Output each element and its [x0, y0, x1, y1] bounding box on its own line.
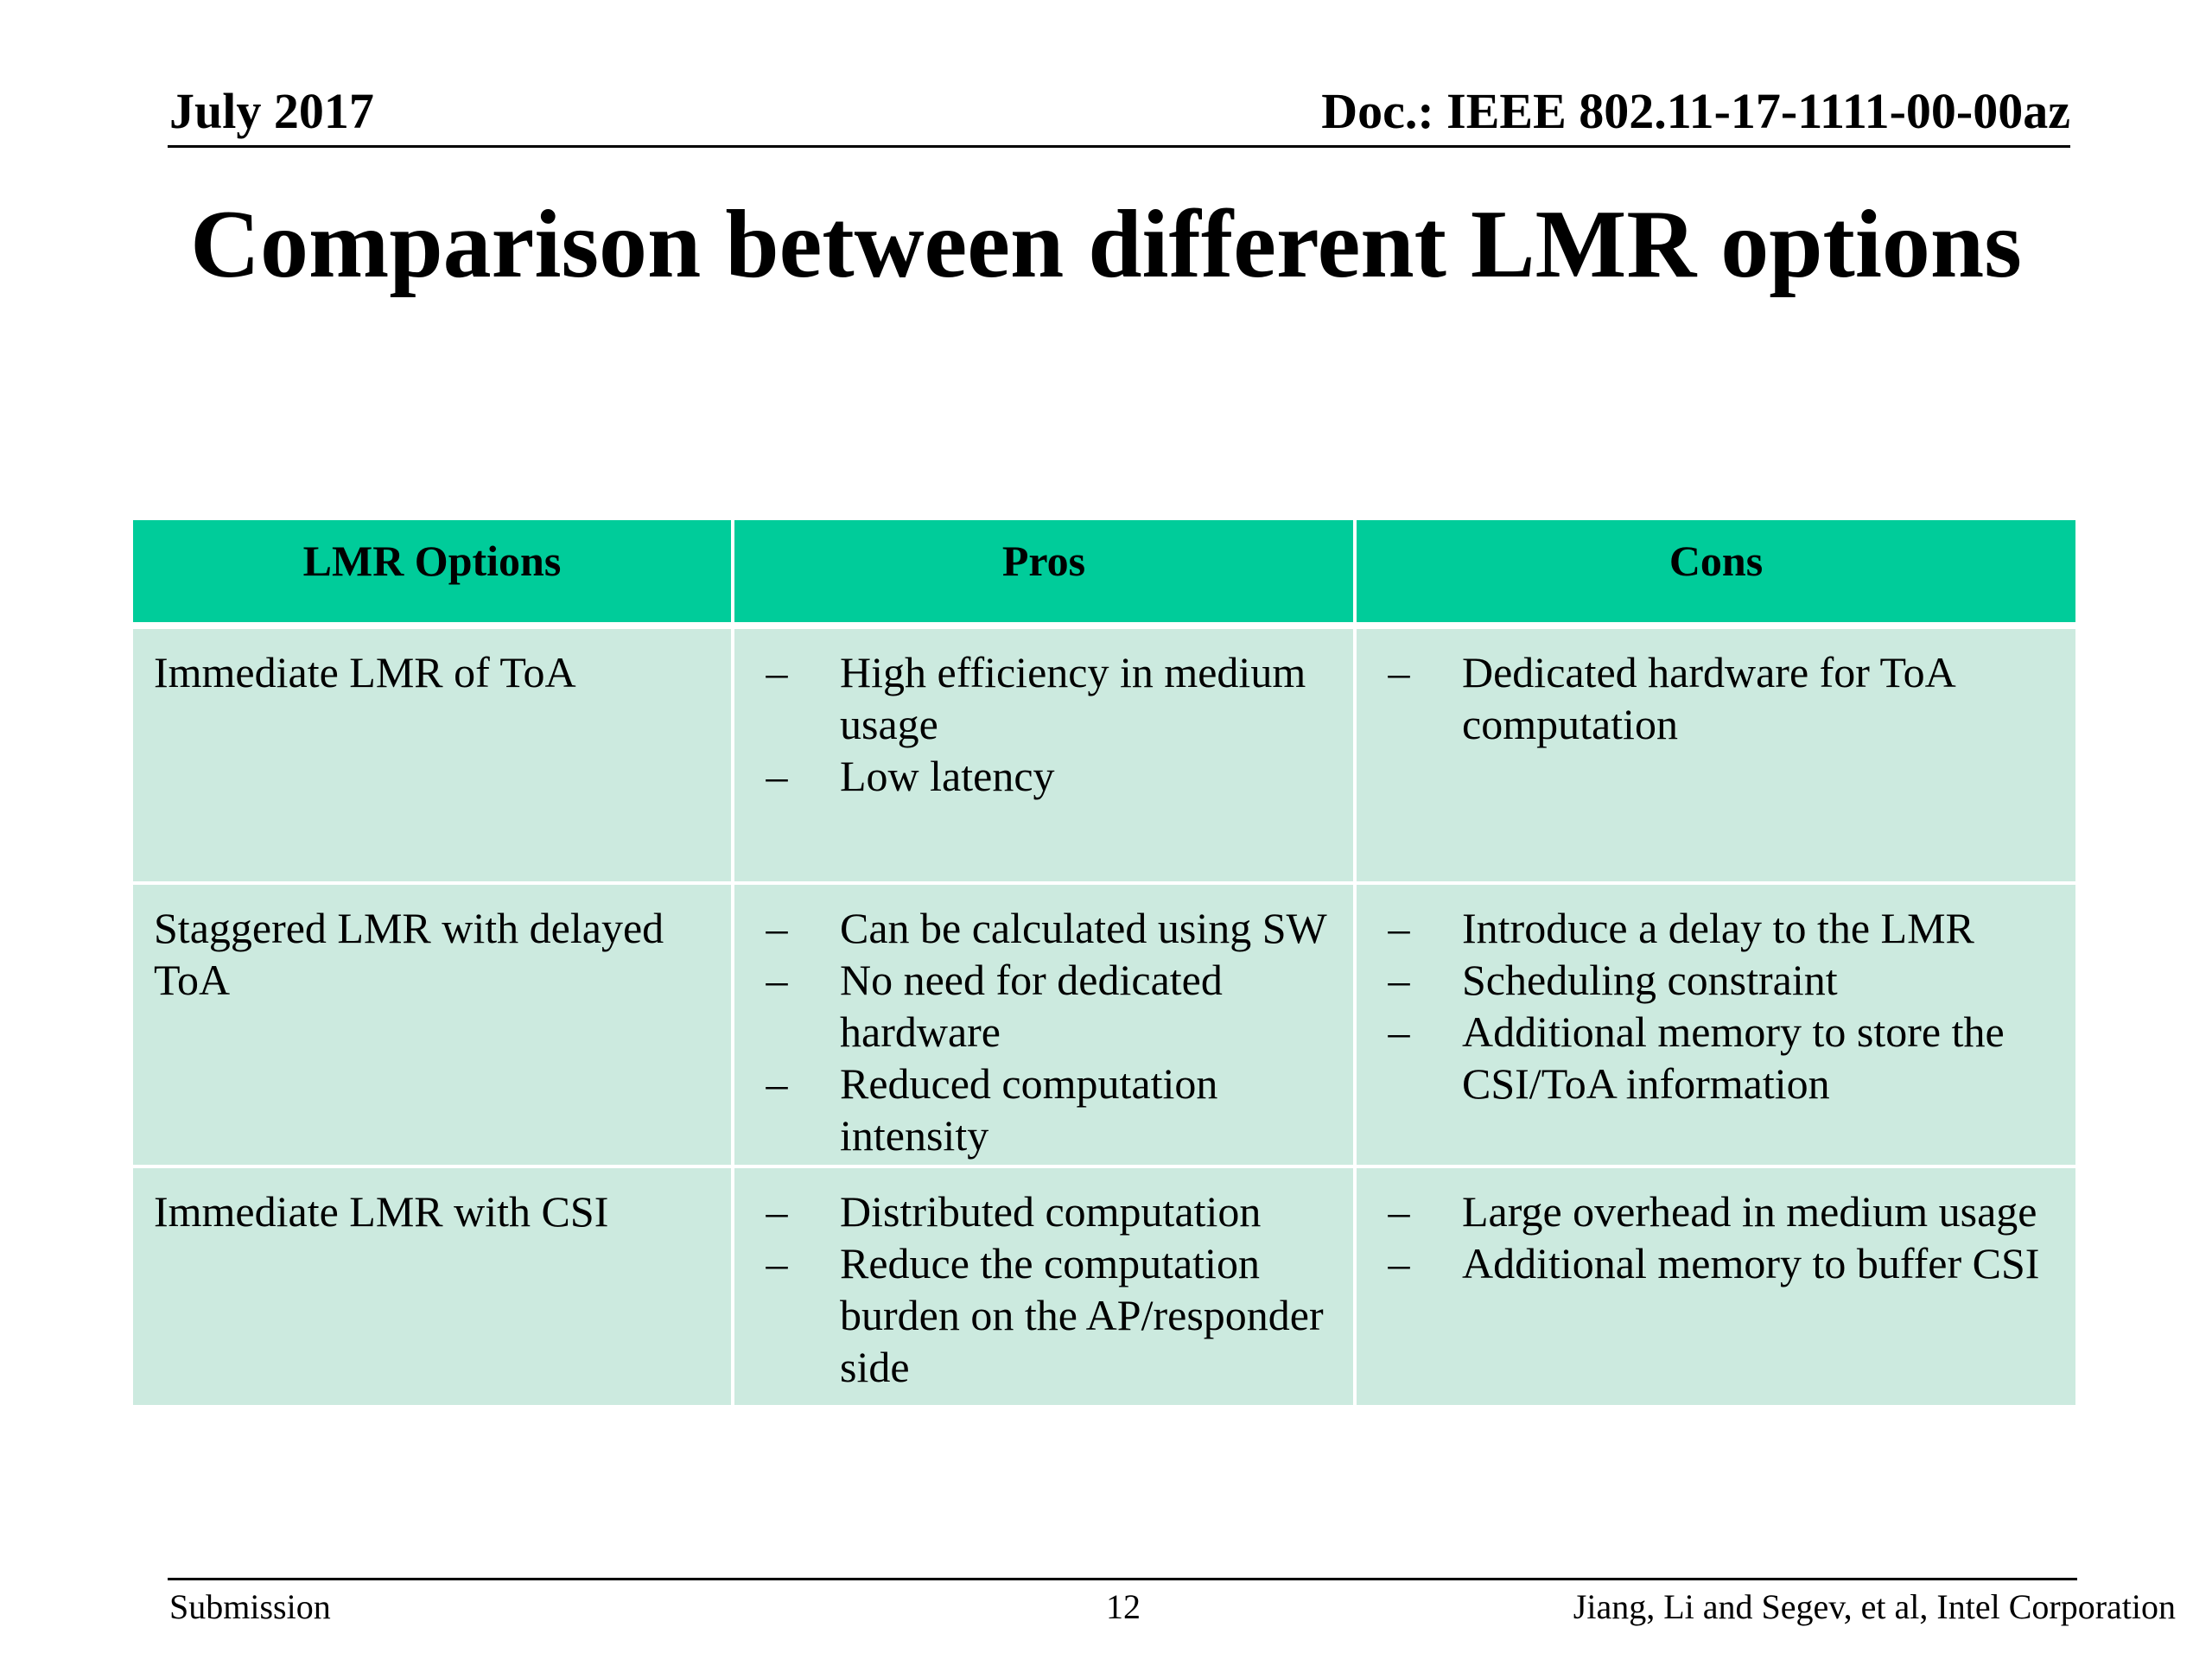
- column-header-pros: Pros: [731, 520, 1355, 629]
- column-header-cons-label: Cons: [1669, 537, 1764, 585]
- column-header-pros-label: Pros: [1001, 537, 1086, 585]
- footer-submission-label: Submission: [169, 1587, 331, 1626]
- pros-item-text: Reduced computation intensity: [840, 1059, 1218, 1160]
- pros-item: – Distributed computation: [755, 1185, 1332, 1237]
- dash-bullet-icon: –: [766, 1059, 788, 1108]
- cons-item: – Additional memory to buffer CSI: [1377, 1237, 2055, 1289]
- footer-authors: Jiang, Li and Segev, et al, Intel Corpor…: [1573, 1587, 2176, 1626]
- table-row: Immediate LMR with CSI – Distributed comp…: [133, 1165, 2075, 1405]
- pros-item: – Reduced computation intensity: [755, 1058, 1332, 1161]
- cons-item-text: Additional memory to store the CSI/ToA i…: [1462, 1007, 2005, 1108]
- dash-bullet-icon: –: [1388, 1239, 1410, 1287]
- pros-list: – Can be calculated using SW – No need for…: [755, 902, 1332, 1161]
- pros-item: – Reduce the computation burden on the AP…: [755, 1237, 1332, 1393]
- option-name: Immediate LMR of ToA: [154, 648, 576, 696]
- pros-item-text: High efficiency in medium usage: [840, 648, 1306, 748]
- dash-bullet-icon: –: [766, 956, 788, 1004]
- header-document-id: Doc.: IEEE 802.11-17-1111-00-00az: [1321, 83, 2070, 139]
- cons-list: – Dedicated hardware for ToA computation: [1377, 646, 2055, 750]
- footer-page-number: 12: [1106, 1587, 1141, 1626]
- option-name: Immediate LMR with CSI: [154, 1187, 609, 1236]
- pros-item: – High efficiency in medium usage: [755, 646, 1332, 750]
- cons-list: – Introduce a delay to the LMR – Schedulin…: [1377, 902, 2055, 1109]
- dash-bullet-icon: –: [766, 1239, 788, 1287]
- header-divider: [168, 145, 2070, 148]
- header-date: July 2017: [169, 83, 374, 139]
- column-header-cons: Cons: [1353, 520, 2075, 629]
- dash-bullet-icon: –: [766, 904, 788, 952]
- pros-item-text: Low latency: [840, 752, 1055, 800]
- cons-item-text: Additional memory to buffer CSI: [1462, 1239, 2040, 1287]
- option-cell: Immediate LMR of ToA: [133, 624, 733, 883]
- table-header-row: LMR Options Pros Cons: [133, 520, 2075, 629]
- footer-divider: [168, 1578, 2077, 1580]
- table-row: Staggered LMR with delayed ToA – Can be c…: [133, 881, 2075, 1166]
- slide-title: Comparison between different LMR options: [190, 191, 2022, 298]
- pros-item-text: Distributed computation: [840, 1187, 1262, 1236]
- pros-list: – High efficiency in medium usage – Low la…: [755, 646, 1332, 802]
- cons-item: – Introduce a delay to the LMR: [1377, 902, 2055, 954]
- cons-item: – Large overhead in medium usage: [1377, 1185, 2055, 1237]
- dash-bullet-icon: –: [1388, 1007, 1410, 1056]
- cons-item-text: Dedicated hardware for ToA computation: [1462, 648, 1954, 748]
- pros-item: – Can be calculated using SW: [755, 902, 1332, 954]
- pros-list: – Distributed computation – Reduce the com…: [755, 1185, 1332, 1393]
- column-header-options-label: LMR Options: [302, 537, 562, 585]
- pros-item: – No need for dedicated hardware: [755, 954, 1332, 1058]
- cons-item-text: Scheduling constraint: [1462, 956, 1838, 1004]
- dash-bullet-icon: –: [766, 752, 788, 800]
- dash-bullet-icon: –: [1388, 956, 1410, 1004]
- cons-item: – Scheduling constraint: [1377, 954, 2055, 1006]
- dash-bullet-icon: –: [766, 1187, 788, 1236]
- dash-bullet-icon: –: [766, 648, 788, 696]
- pros-item: – Low latency: [755, 750, 1332, 802]
- option-cell: Staggered LMR with delayed ToA: [133, 881, 733, 1166]
- cons-cell: – Introduce a delay to the LMR – Schedulin…: [1353, 881, 2075, 1166]
- cons-cell: – Dedicated hardware for ToA computation: [1353, 624, 2075, 883]
- table-row: Immediate LMR of ToA – High efficiency in…: [133, 624, 2075, 883]
- cons-item: – Dedicated hardware for ToA computation: [1377, 646, 2055, 750]
- option-name: Staggered LMR with delayed ToA: [154, 904, 664, 1004]
- cons-cell: – Large overhead in medium usage – Additio…: [1353, 1165, 2075, 1405]
- pros-cell: – Can be calculated using SW – No need for…: [731, 881, 1355, 1166]
- dash-bullet-icon: –: [1388, 1187, 1410, 1236]
- comparison-table: LMR Options Pros Cons Immediate LMR of T…: [133, 520, 2075, 1405]
- pros-item-text: No need for dedicated hardware: [840, 956, 1223, 1056]
- pros-cell: – Distributed computation – Reduce the com…: [731, 1165, 1355, 1405]
- cons-list: – Large overhead in medium usage – Additio…: [1377, 1185, 2055, 1289]
- dash-bullet-icon: –: [1388, 648, 1410, 696]
- cons-item-text: Large overhead in medium usage: [1462, 1187, 2037, 1236]
- dash-bullet-icon: –: [1388, 904, 1410, 952]
- pros-cell: – High efficiency in medium usage – Low la…: [731, 624, 1355, 883]
- column-header-options: LMR Options: [133, 520, 733, 629]
- pros-item-text: Can be calculated using SW: [840, 904, 1327, 952]
- pros-item-text: Reduce the computation burden on the AP/…: [840, 1239, 1324, 1391]
- option-cell: Immediate LMR with CSI: [133, 1165, 733, 1405]
- cons-item: – Additional memory to store the CSI/ToA …: [1377, 1006, 2055, 1109]
- cons-item-text: Introduce a delay to the LMR: [1462, 904, 1974, 952]
